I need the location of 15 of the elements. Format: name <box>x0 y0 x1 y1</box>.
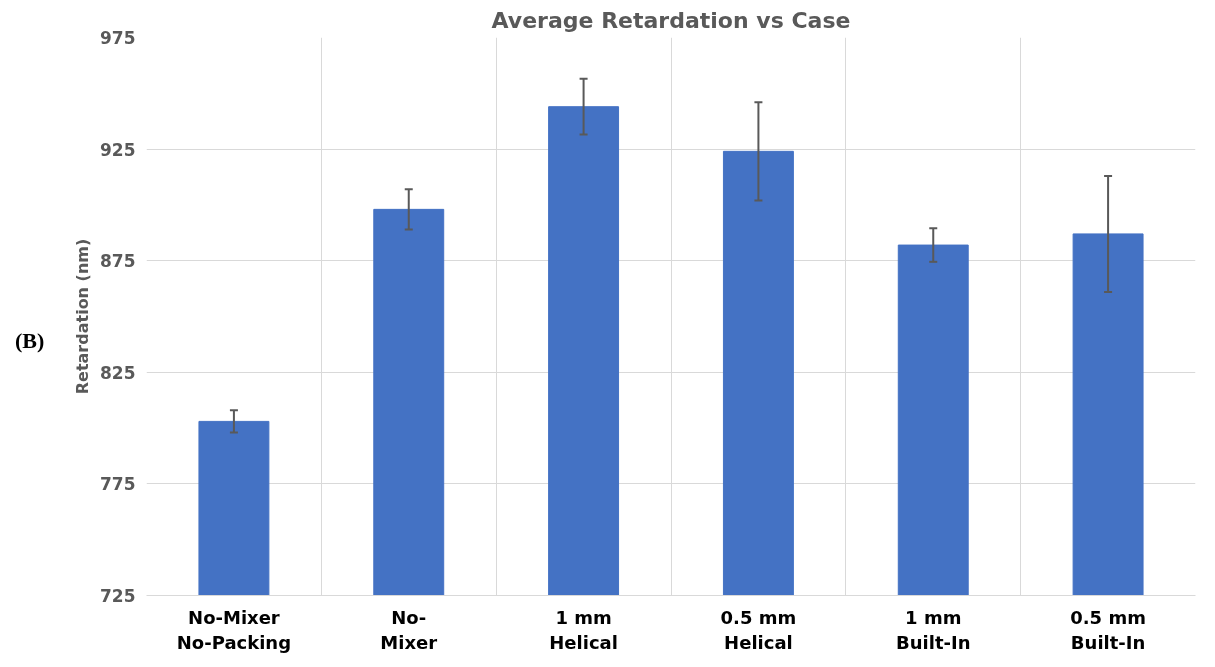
y-tick-label: 975 <box>100 28 136 48</box>
x-tick-label: No-Mixer No-Packing <box>176 606 292 653</box>
x-tick-label: 0.5 mm Helical <box>720 606 797 653</box>
y-tick-label: 825 <box>100 362 136 383</box>
x-tick-label: 1 mm Helical <box>549 606 618 653</box>
chart-title: Average Retardation vs Case <box>491 7 851 33</box>
y-tick-label: 875 <box>100 251 136 272</box>
x-tick-label: 1 mm Built-In <box>896 606 971 653</box>
y-tick-label: 775 <box>100 474 136 495</box>
x-tick-label: 0.5 mm Built-In <box>1070 606 1146 653</box>
y-axis-title: Retardation (nm) <box>73 238 93 395</box>
y-tick-label: 925 <box>100 139 136 160</box>
text: (B) <box>15 327 45 355</box>
y-tick-label: 725 <box>100 586 136 606</box>
x-tick-label: No- Mixer <box>380 606 438 653</box>
